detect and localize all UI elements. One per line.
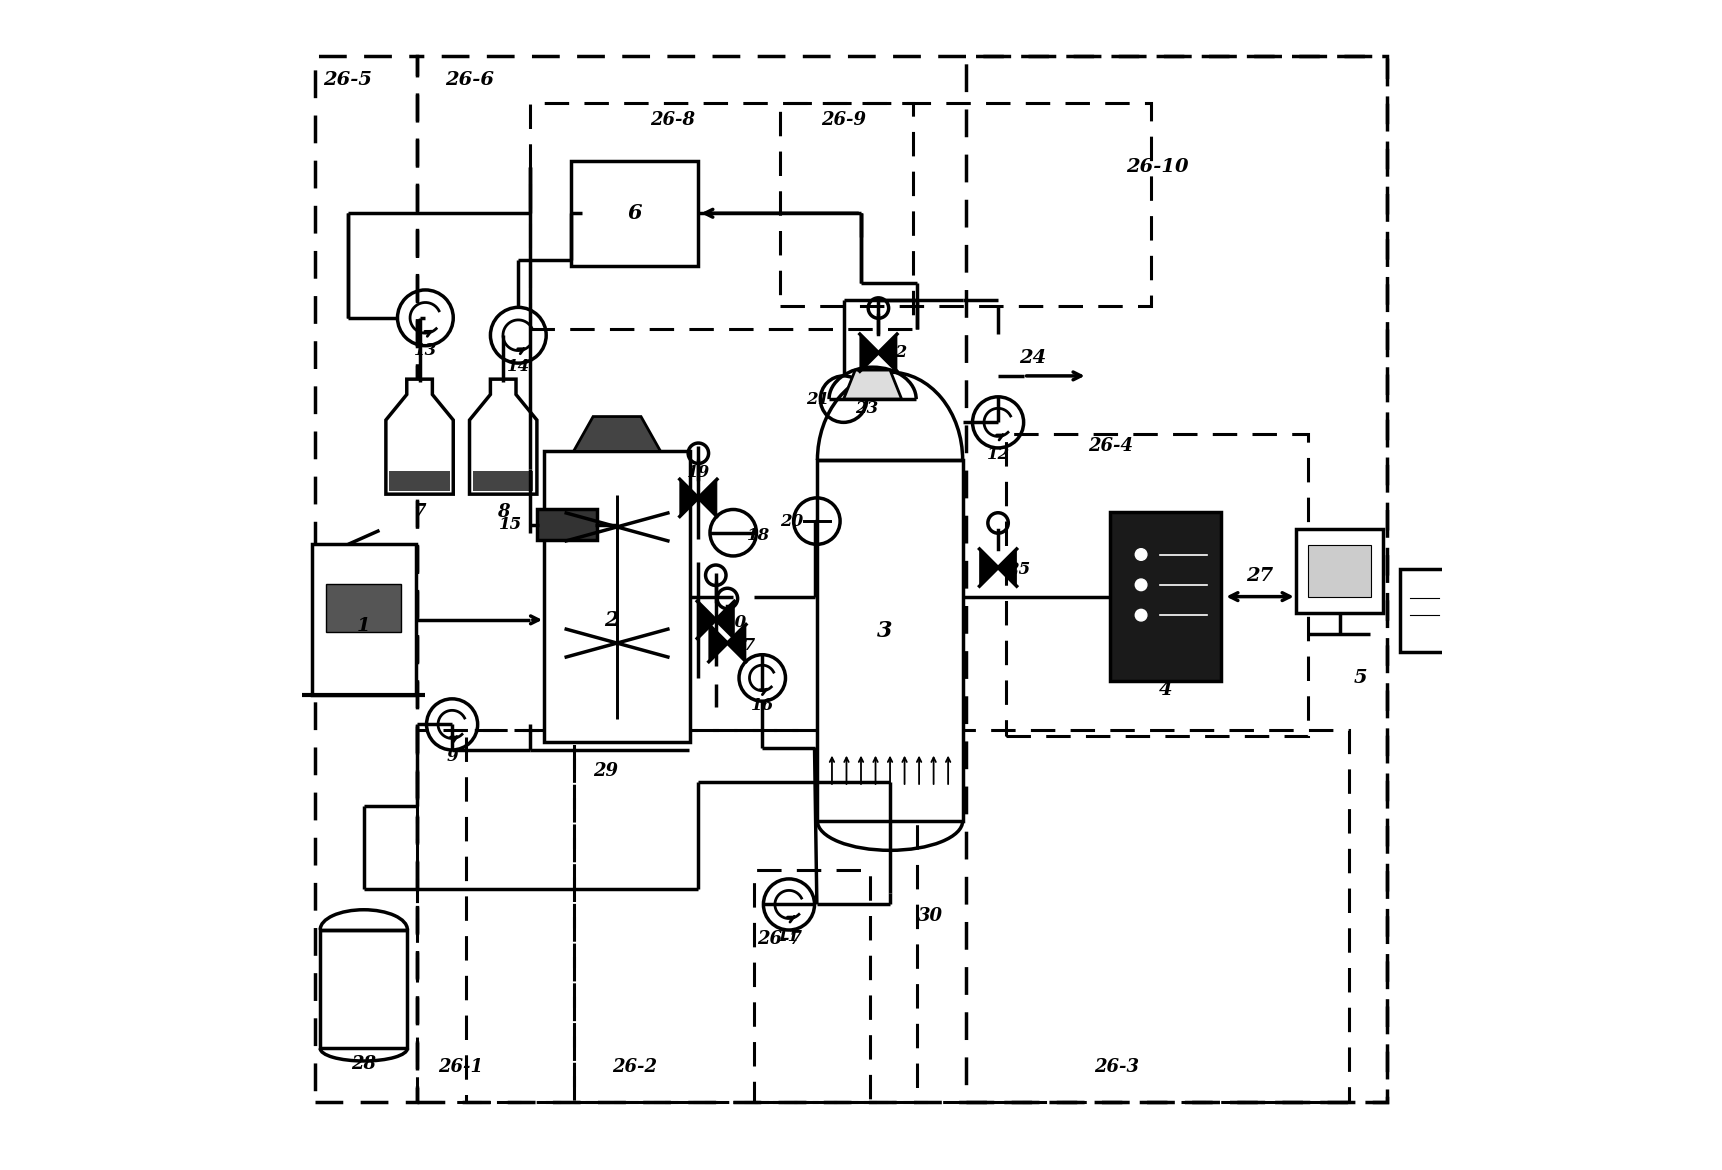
Text: 26-2: 26-2 [611, 1058, 658, 1076]
Polygon shape [878, 335, 897, 371]
FancyBboxPatch shape [818, 460, 963, 821]
Polygon shape [716, 601, 734, 639]
Polygon shape [474, 472, 534, 490]
Text: 10: 10 [723, 614, 747, 631]
Text: 24: 24 [1019, 350, 1047, 367]
Polygon shape [470, 379, 537, 494]
FancyBboxPatch shape [1309, 545, 1371, 597]
Circle shape [1135, 610, 1147, 621]
Polygon shape [680, 480, 699, 516]
Text: 2: 2 [604, 610, 618, 629]
FancyBboxPatch shape [312, 544, 417, 695]
Text: 28: 28 [351, 1054, 377, 1073]
Text: 26-4: 26-4 [1088, 436, 1133, 455]
Text: 18: 18 [747, 526, 770, 544]
Polygon shape [859, 335, 878, 371]
Text: 26-6: 26-6 [444, 70, 494, 89]
Text: 21: 21 [806, 391, 830, 407]
Text: 19: 19 [687, 463, 709, 481]
Text: 27: 27 [1245, 566, 1273, 585]
Text: 25: 25 [1007, 562, 1030, 578]
Text: 5: 5 [1353, 669, 1367, 687]
Polygon shape [386, 379, 453, 494]
Polygon shape [709, 625, 727, 662]
Text: 26-10: 26-10 [1126, 158, 1188, 176]
Text: 11: 11 [777, 929, 801, 945]
Text: 29: 29 [592, 762, 618, 780]
Text: 26-3: 26-3 [1093, 1058, 1138, 1076]
FancyBboxPatch shape [320, 929, 408, 1048]
Text: 26-9: 26-9 [821, 111, 866, 130]
Text: 1: 1 [356, 617, 370, 634]
Text: 26-1: 26-1 [437, 1058, 482, 1076]
Text: 14: 14 [506, 358, 530, 376]
Polygon shape [844, 370, 902, 399]
FancyBboxPatch shape [325, 584, 401, 632]
Text: 16: 16 [751, 697, 773, 715]
Polygon shape [699, 480, 716, 516]
Polygon shape [980, 549, 999, 586]
Polygon shape [389, 472, 449, 490]
Text: 26-8: 26-8 [651, 111, 696, 130]
Text: 23: 23 [856, 400, 878, 417]
Text: 6: 6 [627, 204, 642, 223]
Text: 20: 20 [780, 512, 802, 530]
Text: 26-5: 26-5 [324, 70, 372, 89]
Text: 17: 17 [734, 636, 756, 654]
Circle shape [1135, 549, 1147, 560]
FancyBboxPatch shape [1297, 529, 1383, 613]
Polygon shape [727, 625, 746, 662]
FancyBboxPatch shape [1111, 512, 1221, 681]
Text: 26-7: 26-7 [758, 930, 802, 949]
FancyBboxPatch shape [1400, 569, 1448, 653]
Polygon shape [573, 417, 661, 452]
Text: 3: 3 [876, 620, 892, 642]
Text: 22: 22 [883, 344, 907, 362]
Text: 8: 8 [498, 503, 510, 521]
Polygon shape [999, 549, 1016, 586]
Circle shape [1135, 579, 1147, 591]
Text: 30: 30 [918, 907, 944, 925]
Text: 4: 4 [1159, 681, 1173, 698]
Text: 12: 12 [987, 447, 1009, 463]
Text: 7: 7 [413, 503, 425, 521]
Text: 15: 15 [499, 516, 522, 534]
FancyBboxPatch shape [544, 452, 689, 742]
Text: 9: 9 [446, 749, 458, 765]
Polygon shape [697, 601, 716, 639]
Text: 13: 13 [413, 342, 437, 359]
FancyBboxPatch shape [570, 161, 699, 266]
FancyBboxPatch shape [537, 509, 598, 539]
